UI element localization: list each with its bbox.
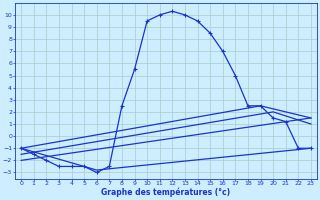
X-axis label: Graphe des températures (°c): Graphe des températures (°c) (101, 188, 231, 197)
